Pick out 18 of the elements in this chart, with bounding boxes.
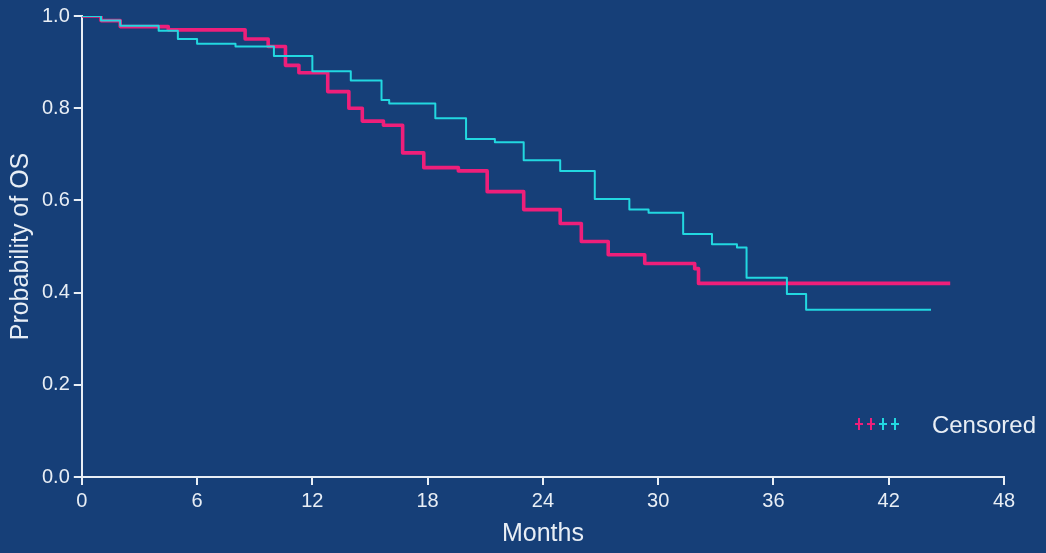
x-tick-label: 48 bbox=[992, 488, 1016, 511]
y-tick-label: 0.6 bbox=[41, 187, 70, 210]
x-tick-label: 42 bbox=[877, 488, 900, 511]
y-tick-label: 0.2 bbox=[41, 372, 70, 395]
y-tick-label: 0.4 bbox=[41, 280, 70, 303]
y-axis-title: Probability of OS bbox=[4, 152, 33, 341]
y-tick-label: 1.0 bbox=[41, 3, 70, 26]
x-tick-label: 36 bbox=[762, 488, 785, 511]
x-tick-label: 6 bbox=[191, 488, 203, 511]
x-tick-label: 30 bbox=[647, 488, 670, 511]
y-tick-label: 0.0 bbox=[41, 464, 70, 487]
annotation: Censored bbox=[931, 410, 1036, 438]
y-tick-label: 0.8 bbox=[41, 95, 70, 118]
x-tick-label: 0 bbox=[76, 488, 88, 511]
x-tick-label: 12 bbox=[301, 488, 324, 511]
x-tick-label: 18 bbox=[416, 488, 439, 511]
x-axis-title: Months bbox=[501, 517, 584, 546]
x-tick-label: 24 bbox=[531, 488, 555, 511]
